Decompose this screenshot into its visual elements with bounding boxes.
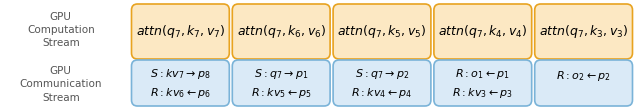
Text: $R : kv_5 \leftarrow p_5$: $R : kv_5 \leftarrow p_5$ bbox=[251, 86, 312, 100]
Text: $S : kv_7 \rightarrow p_8$: $S : kv_7 \rightarrow p_8$ bbox=[150, 67, 211, 81]
FancyBboxPatch shape bbox=[534, 4, 632, 59]
Text: GPU
Communication
Stream: GPU Communication Stream bbox=[20, 66, 102, 103]
Text: GPU
Computation
Stream: GPU Computation Stream bbox=[27, 12, 95, 48]
Text: $\mathit{attn}(q_7, k_6, v_6)$: $\mathit{attn}(q_7, k_6, v_6)$ bbox=[237, 23, 326, 40]
FancyBboxPatch shape bbox=[232, 4, 330, 59]
FancyBboxPatch shape bbox=[333, 4, 431, 59]
Text: $\mathit{attn}(q_7, k_3, v_3)$: $\mathit{attn}(q_7, k_3, v_3)$ bbox=[539, 23, 628, 40]
Text: $R : o_2 \leftarrow p_2$: $R : o_2 \leftarrow p_2$ bbox=[556, 69, 611, 83]
Text: $\mathit{attn}(q_7, k_7, v_7)$: $\mathit{attn}(q_7, k_7, v_7)$ bbox=[136, 23, 225, 40]
Text: $R : kv_3 \leftarrow p_3$: $R : kv_3 \leftarrow p_3$ bbox=[452, 86, 513, 100]
FancyBboxPatch shape bbox=[131, 60, 229, 106]
Text: $R : kv_6 \leftarrow p_6$: $R : kv_6 \leftarrow p_6$ bbox=[150, 86, 211, 100]
Text: $S : q_7 \rightarrow p_2$: $S : q_7 \rightarrow p_2$ bbox=[355, 67, 409, 81]
Text: $\mathit{attn}(q_7, k_5, v_5)$: $\mathit{attn}(q_7, k_5, v_5)$ bbox=[337, 23, 427, 40]
FancyBboxPatch shape bbox=[333, 60, 431, 106]
Text: $R : kv_4 \leftarrow p_4$: $R : kv_4 \leftarrow p_4$ bbox=[351, 86, 413, 100]
FancyBboxPatch shape bbox=[131, 4, 229, 59]
Text: $R : o_1 \leftarrow p_1$: $R : o_1 \leftarrow p_1$ bbox=[456, 67, 510, 81]
FancyBboxPatch shape bbox=[232, 60, 330, 106]
Text: $\mathit{attn}(q_7, k_4, v_4)$: $\mathit{attn}(q_7, k_4, v_4)$ bbox=[438, 23, 527, 40]
FancyBboxPatch shape bbox=[534, 60, 632, 106]
FancyBboxPatch shape bbox=[434, 60, 532, 106]
Text: $S : q_7 \rightarrow p_1$: $S : q_7 \rightarrow p_1$ bbox=[254, 67, 308, 81]
FancyBboxPatch shape bbox=[434, 4, 532, 59]
